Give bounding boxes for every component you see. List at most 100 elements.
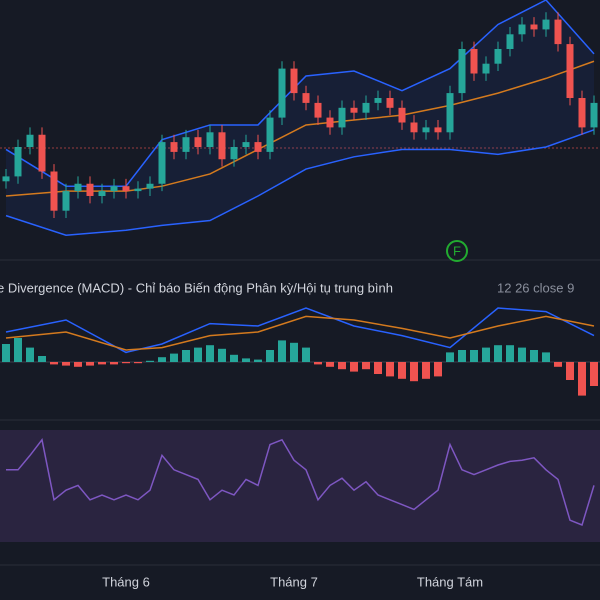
candle-body <box>530 24 538 30</box>
candle-body <box>74 183 82 192</box>
histogram-bar <box>278 340 286 362</box>
histogram-bar <box>2 344 10 362</box>
candle-body <box>302 93 310 103</box>
candle-body <box>590 102 598 128</box>
candle-body <box>158 142 166 184</box>
candle-body <box>374 98 382 103</box>
histogram-bar <box>122 362 130 364</box>
x-axis-label: Tháng 6 <box>102 574 150 589</box>
candle-body <box>290 68 298 94</box>
histogram-bar <box>146 360 154 362</box>
histogram-bar <box>374 362 382 374</box>
histogram-bar <box>434 362 442 377</box>
histogram-bar <box>74 362 82 367</box>
candle-body <box>338 107 346 128</box>
histogram-bar <box>326 362 334 367</box>
histogram-bar <box>50 362 58 365</box>
rsi-line <box>6 438 595 527</box>
histogram-bar <box>554 362 562 367</box>
candle-body <box>554 19 562 45</box>
histogram-bar <box>338 362 346 370</box>
candle-body <box>362 102 370 113</box>
x-axis-label: Tháng Tám <box>417 574 483 589</box>
candle-body <box>422 127 430 133</box>
rsi-band <box>0 430 600 542</box>
histogram-bar <box>14 338 22 362</box>
histogram-bar <box>422 362 430 379</box>
histogram-bar <box>446 352 454 362</box>
histogram-bar <box>62 362 70 366</box>
candle-body <box>98 191 106 196</box>
histogram-bar <box>218 348 226 362</box>
candle-body <box>482 63 490 74</box>
candle-body <box>494 49 502 64</box>
candle-body <box>350 107 358 113</box>
macd-line <box>5 307 595 354</box>
candle-body <box>470 49 478 74</box>
histogram-bar <box>206 345 214 362</box>
candle-body <box>242 142 250 147</box>
candle-body <box>326 117 334 128</box>
candle-body <box>410 122 418 133</box>
band-fill <box>6 0 594 236</box>
candle-body <box>398 107 406 123</box>
histogram-bar <box>530 350 538 362</box>
candle-body <box>506 34 514 49</box>
candle-body <box>230 147 238 160</box>
candle-body <box>314 102 322 118</box>
candle-body <box>38 134 46 172</box>
histogram-bar <box>98 362 106 365</box>
candle-body <box>566 44 574 98</box>
histogram-bar <box>470 350 478 362</box>
histogram-bar <box>386 362 394 377</box>
histogram-bar <box>230 354 238 362</box>
x-axis-label: Tháng 7 <box>270 574 318 589</box>
candle-body <box>266 117 274 152</box>
candle-body <box>386 98 394 108</box>
histogram-bar <box>362 362 370 370</box>
candle-body <box>50 171 58 211</box>
candle-body <box>434 127 442 133</box>
event-marker[interactable] <box>446 240 468 262</box>
candle-body <box>146 183 154 189</box>
histogram-bar <box>170 353 178 362</box>
histogram-bar <box>314 362 322 365</box>
histogram-bar <box>158 357 166 362</box>
candle-body <box>206 132 214 147</box>
candle-body <box>2 176 10 182</box>
histogram-bar <box>290 342 298 362</box>
histogram-bar <box>38 356 46 362</box>
candle-body <box>278 68 286 118</box>
histogram-bar <box>242 358 250 362</box>
histogram-bar <box>86 362 94 366</box>
histogram-bar <box>26 347 34 362</box>
histogram-bar <box>302 347 310 362</box>
histogram-bar <box>410 362 418 382</box>
histogram-bar <box>134 362 142 364</box>
candle-body <box>458 49 466 94</box>
signal-line <box>5 315 595 351</box>
candle-body <box>170 142 178 152</box>
candle-body <box>110 186 118 192</box>
candle-body <box>182 137 190 152</box>
histogram-bar <box>566 362 574 380</box>
candle-body <box>578 98 586 128</box>
candle-body <box>194 137 202 147</box>
candle-body <box>134 188 142 192</box>
histogram-bar <box>266 350 274 362</box>
lower-band <box>5 129 595 236</box>
histogram-bar <box>110 362 118 365</box>
histogram-bar <box>578 362 586 396</box>
candle-body <box>86 183 94 196</box>
candle-body <box>26 134 34 147</box>
histogram-bar <box>518 347 526 362</box>
candle-body <box>122 186 130 192</box>
histogram-bar <box>194 347 202 362</box>
histogram-bar <box>350 362 358 372</box>
candle-body <box>62 191 70 211</box>
histogram-bar <box>398 362 406 379</box>
candle-body <box>518 24 526 35</box>
histogram-bar <box>482 347 490 362</box>
